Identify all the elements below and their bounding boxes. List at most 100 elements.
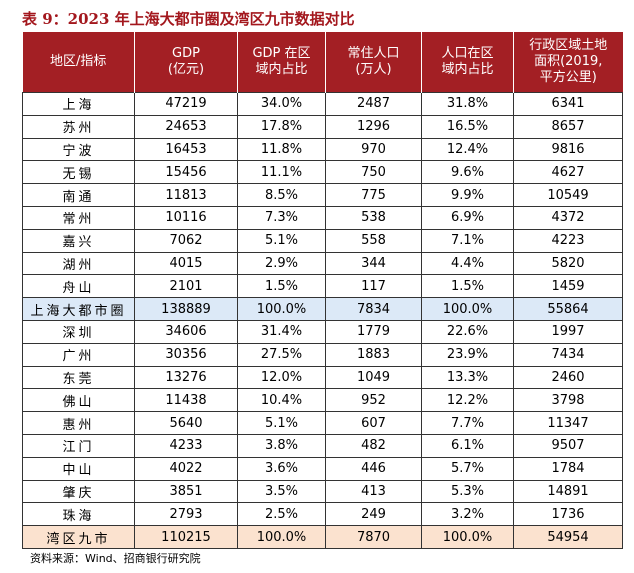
value-cell: 5.1% [237,411,326,435]
header-cell: 行政区域土地 面积(2019, 平方公里) [513,32,623,93]
value-cell: 5640 [134,411,238,435]
value-cell: 30356 [134,342,238,367]
value-cell: 100.0% [237,525,326,549]
data-table: 地区/指标 GDP (亿元) GDP 在区 域内占比 常住人口 (万人) 人口在区 域内占比 行政… [22,32,623,549]
table-row: 江门 4233 3.8% 482 6.1% 9507 [22,433,623,458]
value-cell: 2.5% [237,502,326,527]
value-cell: 1.5% [421,274,514,299]
value-cell: 446 [325,456,422,481]
header-line: (万人) [355,62,392,77]
region-cell: 上海大都市圈 [22,297,135,321]
table-row: 苏州 24653 17.8% 1296 16.5% 8657 [22,114,623,139]
value-cell: 3.8% [237,433,326,458]
value-cell: 1997 [513,319,623,344]
value-cell: 3.6% [237,456,326,481]
value-cell: 11813 [134,183,238,207]
header-line: 行政区域土地 [529,38,608,53]
value-cell: 7.7% [421,411,514,435]
region-cell: 湖州 [22,251,135,276]
value-cell: 14891 [513,479,623,504]
value-cell: 952 [325,388,422,413]
region-cell: 宁波 [22,137,135,162]
value-cell: 55864 [513,297,623,321]
value-cell: 5.7% [421,456,514,481]
value-cell: 15456 [134,160,238,185]
value-cell: 12.2% [421,388,514,413]
value-cell: 7.1% [421,228,514,253]
table-row: 南通 11813 8.5% 775 9.9% 10549 [22,183,623,207]
value-cell: 249 [325,502,422,527]
header-line: GDP 在区 [252,46,311,61]
value-cell: 17.8% [237,114,326,139]
value-cell: 16453 [134,137,238,162]
table-row: 湾区九市 110215 100.0% 7870 100.0% 54954 [22,525,623,549]
table-row: 常州 10116 7.3% 538 6.9% 4372 [22,205,623,230]
region-cell: 嘉兴 [22,228,135,253]
header-cell: 常住人口 (万人) [325,32,422,93]
value-cell: 2460 [513,365,623,390]
value-cell: 8.5% [237,183,326,207]
region-cell: 苏州 [22,114,135,139]
value-cell: 23.9% [421,342,514,367]
value-cell: 11.8% [237,137,326,162]
value-cell: 27.5% [237,342,326,367]
value-cell: 11.1% [237,160,326,185]
value-cell: 750 [325,160,422,185]
value-cell: 4627 [513,160,623,185]
value-cell: 4223 [513,228,623,253]
header-line: 域内占比 [255,62,308,77]
value-cell: 538 [325,205,422,230]
value-cell: 13276 [134,365,238,390]
region-cell: 惠州 [22,411,135,435]
value-cell: 413 [325,479,422,504]
region-cell: 无锡 [22,160,135,185]
value-cell: 34.0% [237,92,326,116]
header-row: 地区/指标 GDP (亿元) GDP 在区 域内占比 常住人口 (万人) 人口在区 域内占比 行政… [22,32,623,93]
value-cell: 13.3% [421,365,514,390]
value-cell: 482 [325,433,422,458]
header-line: GDP [172,46,200,61]
value-cell: 1049 [325,365,422,390]
header-cell: GDP (亿元) [134,32,238,93]
table-row: 肇庆 3851 3.5% 413 5.3% 14891 [22,479,623,504]
value-cell: 4015 [134,251,238,276]
value-cell: 10.4% [237,388,326,413]
value-cell: 775 [325,183,422,207]
value-cell: 22.6% [421,319,514,344]
value-cell: 4022 [134,456,238,481]
value-cell: 2487 [325,92,422,116]
value-cell: 24653 [134,114,238,139]
region-cell: 上海 [22,92,135,116]
value-cell: 2793 [134,502,238,527]
value-cell: 10116 [134,205,238,230]
value-cell: 1736 [513,502,623,527]
header-line: 人口在区 [441,46,494,61]
value-cell: 11438 [134,388,238,413]
header-line: 面积(2019, [534,54,603,69]
value-cell: 9816 [513,137,623,162]
table-row: 无锡 15456 11.1% 750 9.6% 4627 [22,160,623,185]
value-cell: 1296 [325,114,422,139]
header-cell: 地区/指标 [22,32,135,93]
source-note: 资料来源：Wind、招商银行研究院 [30,552,201,565]
value-cell: 10549 [513,183,623,207]
value-cell: 1.5% [237,274,326,299]
value-cell: 4233 [134,433,238,458]
table-row: 湖州 4015 2.9% 344 4.4% 5820 [22,251,623,276]
table-row: 东莞 13276 12.0% 1049 13.3% 2460 [22,365,623,390]
value-cell: 3.5% [237,479,326,504]
table-row: 广州 30356 27.5% 1883 23.9% 7434 [22,342,623,367]
header-line: 地区/指标 [50,54,107,69]
value-cell: 12.0% [237,365,326,390]
table-row: 上海大都市圈 138889 100.0% 7834 100.0% 55864 [22,297,623,321]
value-cell: 558 [325,228,422,253]
value-cell: 6341 [513,92,623,116]
value-cell: 1779 [325,319,422,344]
value-cell: 1784 [513,456,623,481]
value-cell: 11347 [513,411,623,435]
value-cell: 5.1% [237,228,326,253]
value-cell: 100.0% [421,525,514,549]
value-cell: 54954 [513,525,623,549]
value-cell: 7.3% [237,205,326,230]
